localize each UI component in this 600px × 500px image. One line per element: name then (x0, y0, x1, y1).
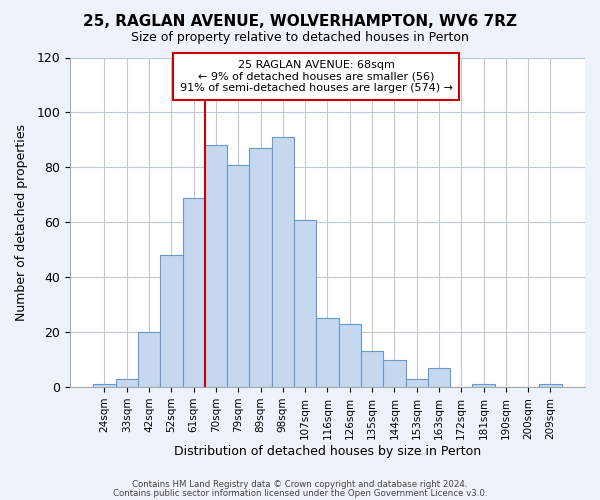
Bar (116, 379, 138, 387)
Bar (383, 360, 406, 387)
Bar (182, 198, 205, 387)
Bar (227, 164, 250, 387)
Y-axis label: Number of detached properties: Number of detached properties (15, 124, 28, 321)
Text: 25, RAGLAN AVENUE, WOLVERHAMPTON, WV6 7RZ: 25, RAGLAN AVENUE, WOLVERHAMPTON, WV6 7R… (83, 14, 517, 29)
Bar (138, 332, 160, 387)
Bar (338, 324, 361, 387)
Bar (205, 146, 227, 387)
X-axis label: Distribution of detached houses by size in Perton: Distribution of detached houses by size … (174, 444, 481, 458)
Bar (272, 137, 294, 387)
Text: 25 RAGLAN AVENUE: 68sqm
← 9% of detached houses are smaller (56)
91% of semi-det: 25 RAGLAN AVENUE: 68sqm ← 9% of detached… (180, 60, 453, 94)
Text: Size of property relative to detached houses in Perton: Size of property relative to detached ho… (131, 31, 469, 44)
Text: Contains public sector information licensed under the Open Government Licence v3: Contains public sector information licen… (113, 488, 487, 498)
Bar (539, 384, 562, 387)
Bar (94, 384, 116, 387)
Bar (160, 256, 182, 387)
Bar (361, 352, 383, 387)
Bar (250, 148, 272, 387)
Text: Contains HM Land Registry data © Crown copyright and database right 2024.: Contains HM Land Registry data © Crown c… (132, 480, 468, 489)
Bar (294, 220, 316, 387)
Bar (406, 379, 428, 387)
Bar (472, 384, 494, 387)
Bar (428, 368, 450, 387)
Bar (316, 318, 338, 387)
